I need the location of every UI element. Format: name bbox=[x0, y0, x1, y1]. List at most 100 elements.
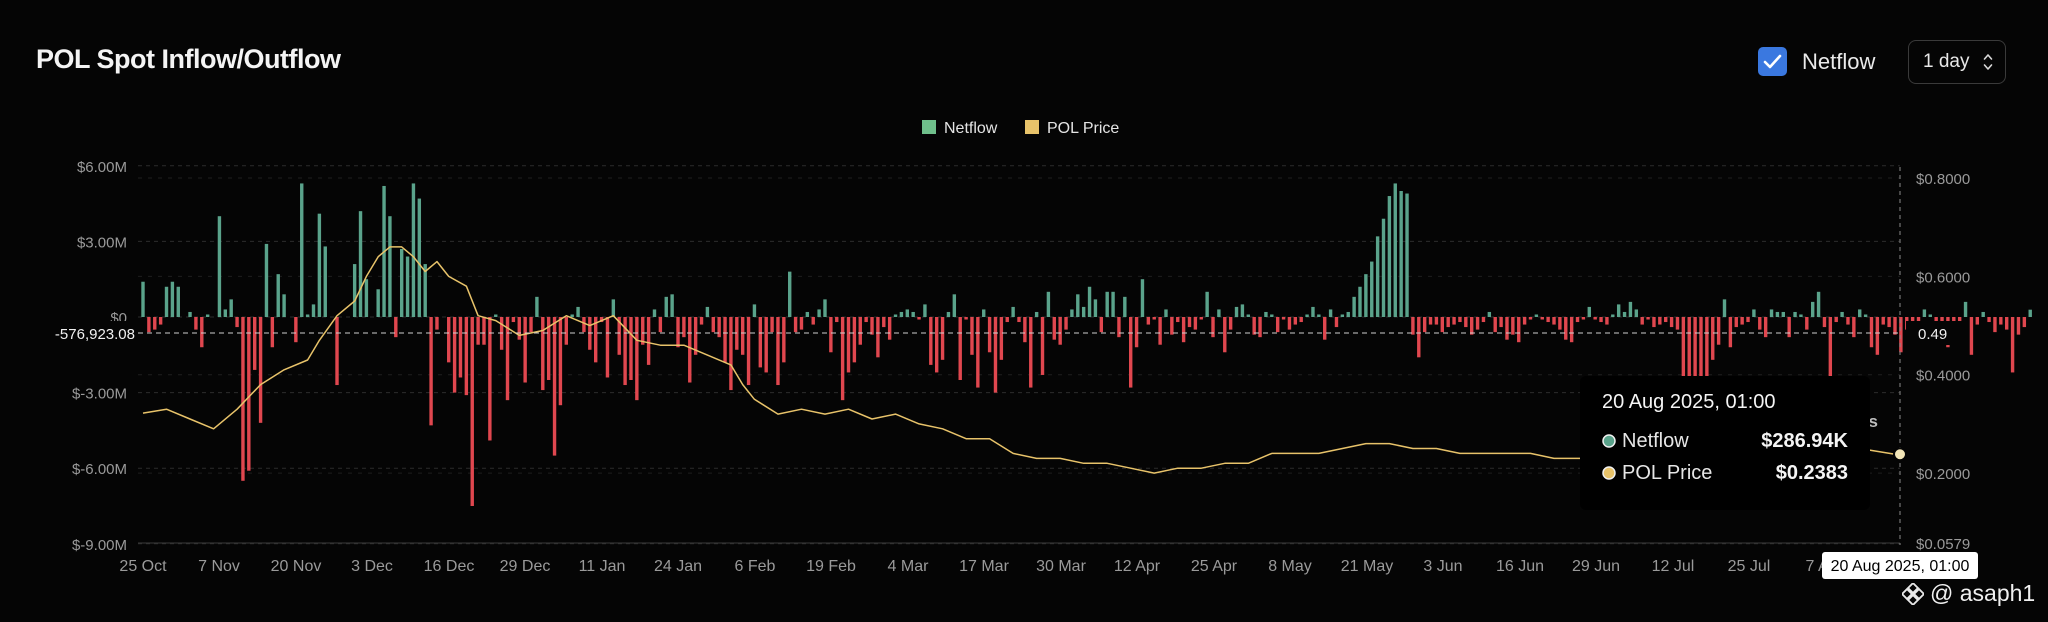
x-tick-label: 3 Jun bbox=[1423, 558, 1462, 575]
netflow-bar bbox=[858, 317, 862, 345]
x-tick-label: 25 Jul bbox=[1728, 558, 1771, 575]
netflow-bar bbox=[1775, 311, 1780, 317]
netflow-bar bbox=[1093, 299, 1098, 317]
netflow-bar bbox=[1370, 261, 1374, 317]
axes: $6.00M$3.00M$0$-3.00M$-6.00M$-9.00M$0.80… bbox=[72, 159, 1970, 575]
netflow-bar bbox=[1569, 317, 1574, 343]
netflow-bar bbox=[1552, 317, 1556, 325]
netflow-bar bbox=[752, 304, 757, 317]
netflow-bar bbox=[1587, 306, 1591, 317]
netflow-bar bbox=[1599, 317, 1603, 323]
netflow-bar bbox=[1505, 317, 1509, 340]
netflow-bar bbox=[658, 317, 663, 333]
netflow-bar bbox=[1769, 309, 1774, 317]
netflow-bar bbox=[546, 317, 551, 380]
netflow-bar bbox=[940, 317, 945, 360]
netflow-bar bbox=[411, 183, 416, 317]
netflow-bar bbox=[1711, 317, 1715, 360]
netflow-bar bbox=[1511, 317, 1515, 335]
x-tick-label: 6 Feb bbox=[735, 558, 776, 575]
netflow-bar bbox=[1681, 317, 1686, 393]
netflow-bar bbox=[1893, 317, 1897, 335]
netflow-bar bbox=[1869, 317, 1874, 348]
netflow-bar bbox=[394, 317, 398, 338]
netflow-bar bbox=[1793, 311, 1797, 317]
netflow-bar bbox=[270, 317, 275, 348]
netflow-bar bbox=[1922, 309, 1927, 317]
netflow-bar bbox=[740, 317, 745, 355]
netflow-bar bbox=[999, 317, 1004, 360]
checkmark-icon bbox=[1763, 54, 1782, 69]
netflow-bar bbox=[693, 317, 698, 355]
netflow-bar bbox=[1834, 317, 1838, 323]
netflow-bar bbox=[1381, 218, 1386, 317]
netflow-bar bbox=[376, 289, 380, 317]
netflow-bar bbox=[688, 317, 692, 383]
crosshair-y-label-bg bbox=[37, 321, 137, 345]
x-tick-label: 12 Apr bbox=[1114, 558, 1161, 575]
crosshair-right-label: 0.49 bbox=[1918, 326, 1947, 343]
netflow-bar bbox=[141, 281, 145, 317]
netflow-bar bbox=[1440, 317, 1445, 333]
netflow-bar bbox=[1534, 314, 1539, 317]
interval-select[interactable]: 1 day bbox=[1908, 40, 2006, 84]
netflow-bar bbox=[1810, 301, 1815, 317]
netflow-bar bbox=[1669, 317, 1674, 328]
x-tick-label: 3 Dec bbox=[351, 558, 393, 575]
netflow-bar bbox=[1616, 304, 1621, 317]
netflow-bar bbox=[1264, 311, 1268, 317]
netflow-bar bbox=[1963, 301, 1968, 317]
netflow-bar bbox=[1034, 311, 1039, 317]
netflow-bar bbox=[247, 317, 251, 471]
hover-point bbox=[1893, 447, 1907, 462]
x-tick-label: 29 Jun bbox=[1572, 558, 1620, 575]
netflow-bar bbox=[1181, 317, 1186, 343]
netflow-bar bbox=[964, 317, 968, 320]
netflow-bar bbox=[1469, 317, 1474, 335]
x-tick-label: 17 Mar bbox=[959, 558, 1009, 575]
netflow-bar bbox=[1752, 309, 1756, 317]
netflow-bar bbox=[511, 317, 516, 323]
netflow-bar bbox=[876, 317, 880, 358]
netflow-bar bbox=[1046, 291, 1051, 317]
x-tick-label: 29 Dec bbox=[500, 558, 551, 575]
netflow-bar bbox=[835, 317, 839, 323]
tooltip-dot bbox=[1602, 434, 1616, 448]
netflow-toggle[interactable]: Netflow bbox=[1758, 47, 1875, 76]
netflow-bar bbox=[817, 309, 821, 317]
netflow-bar bbox=[399, 248, 404, 317]
netflow-bar bbox=[1205, 291, 1209, 317]
tooltip-dot bbox=[1602, 466, 1616, 480]
netflow-bar bbox=[652, 309, 657, 317]
netflow-checkbox[interactable] bbox=[1758, 47, 1787, 76]
netflow-bar bbox=[523, 317, 527, 383]
netflow-bar bbox=[682, 317, 686, 338]
netflow-bar bbox=[1763, 317, 1768, 338]
netflow-bar bbox=[1217, 309, 1221, 317]
netflow-bar bbox=[1352, 296, 1356, 317]
netflow-bar bbox=[1787, 317, 1791, 338]
netflow-bar bbox=[435, 317, 439, 330]
netflow-bar bbox=[1658, 317, 1662, 325]
netflow-bar bbox=[1652, 317, 1656, 328]
netflow-bar bbox=[2016, 317, 2021, 335]
netflow-bar bbox=[729, 317, 733, 391]
watermark: @ asaph1 bbox=[1902, 580, 2035, 607]
tooltip-title: 20 Aug 2025, 01:00 bbox=[1602, 391, 1776, 413]
netflow-bar bbox=[352, 264, 357, 317]
netflow-bar bbox=[664, 296, 668, 317]
netflow-bar bbox=[582, 317, 586, 333]
netflow-bar bbox=[1863, 314, 1868, 317]
netflow-bar bbox=[1129, 317, 1133, 388]
price-line bbox=[142, 246, 1896, 474]
netflow-bar bbox=[1258, 317, 1262, 338]
netflow-bar bbox=[1405, 193, 1409, 317]
netflow-bar bbox=[300, 183, 304, 317]
netflow-bar bbox=[517, 317, 521, 340]
netflow-bar bbox=[1611, 314, 1615, 317]
netflow-bar bbox=[893, 314, 898, 317]
x-tick-label: 21 May bbox=[1341, 558, 1393, 575]
netflow-bar bbox=[1164, 309, 1168, 317]
x-tick-label: 8 May bbox=[1268, 558, 1312, 575]
